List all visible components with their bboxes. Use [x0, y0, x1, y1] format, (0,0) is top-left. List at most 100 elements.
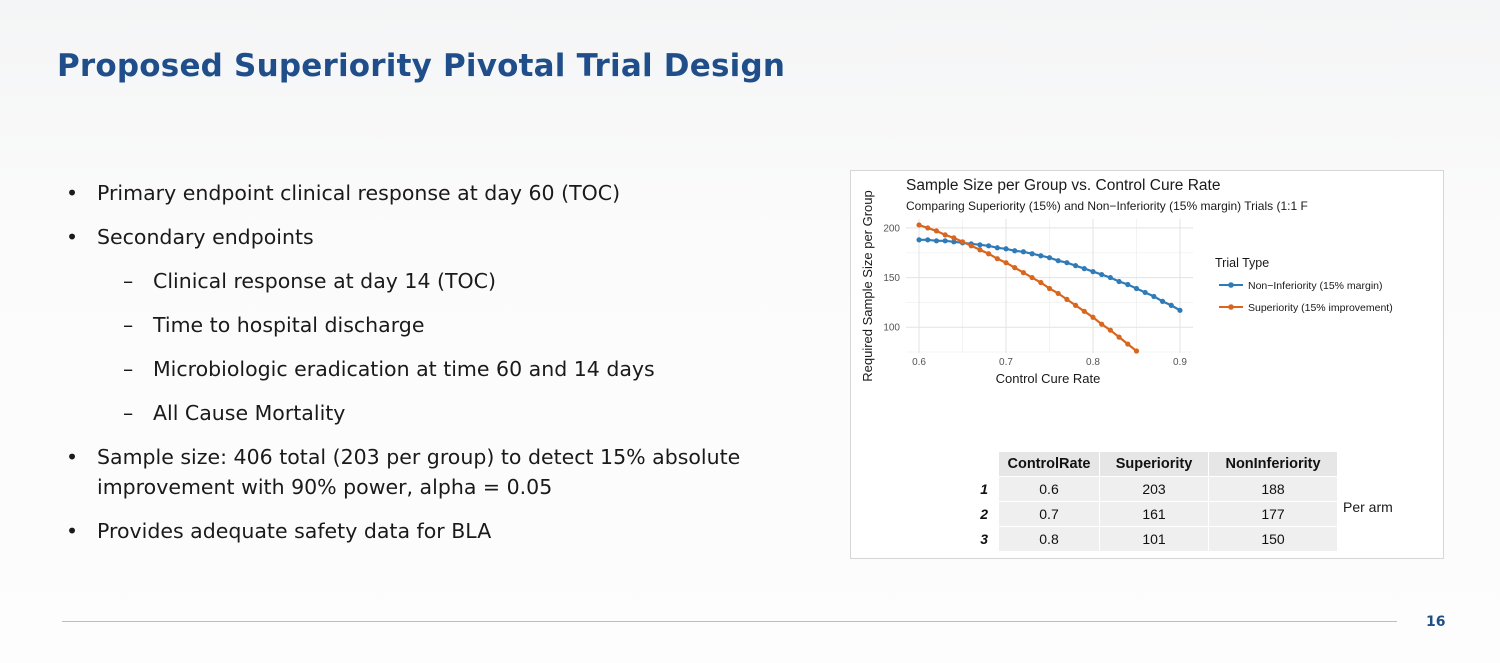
data-point-series-0	[1064, 260, 1070, 266]
data-point-series-1	[1133, 348, 1140, 354]
sub-bullet-microbiologic-eradication: Microbiologic eradication at time 60 and…	[62, 354, 822, 384]
data-point-series-0	[1142, 289, 1148, 296]
data-point-series-0	[1072, 263, 1079, 269]
table-row: 1 0.6 203 188	[968, 477, 1337, 501]
data-point-series-0	[925, 237, 931, 243]
chart-title: Sample Size per Group vs. Control Cure R…	[906, 177, 1220, 194]
chart-subtitle: Comparing Superiority (15%) and Non−Infe…	[906, 199, 1308, 213]
data-point-series-1	[951, 235, 957, 241]
data-point-series-1	[916, 222, 922, 228]
data-point-series-0	[1020, 249, 1027, 255]
data-point-series-0	[1159, 298, 1166, 304]
data-point-series-1	[959, 239, 966, 245]
sample-size-table: ControlRate Superiority NonInferiority 1…	[967, 451, 1338, 552]
legend-title: Trial Type	[1215, 256, 1269, 270]
x-tick-label: 0.8	[1086, 357, 1100, 368]
footer-divider	[62, 621, 1397, 622]
data-point-series-0	[951, 239, 957, 245]
data-point-series-0	[994, 245, 1000, 251]
page-number: 16	[1426, 614, 1446, 630]
data-point-series-1	[1055, 290, 1061, 297]
cell-controlrate: 0.7	[999, 502, 1099, 526]
data-point-series-1	[1064, 296, 1070, 302]
column-header-noninferiority: NonInferiority	[1209, 452, 1337, 476]
table-index-header	[968, 452, 998, 476]
y-axis-label: Required Sample Size per Group	[860, 190, 875, 382]
x-axis-label: Control Cure Rate	[996, 371, 1101, 386]
cell-noninferiority: 177	[1209, 502, 1337, 526]
data-point-series-0	[1133, 285, 1140, 292]
cell-noninferiority: 150	[1209, 527, 1337, 551]
cell-superiority: 101	[1100, 527, 1208, 551]
data-point-series-1	[1090, 314, 1096, 320]
data-point-series-0	[1003, 246, 1009, 252]
cell-noninferiority: 188	[1209, 477, 1337, 501]
y-tick-label: 100	[883, 323, 900, 334]
data-point-series-1	[968, 243, 974, 249]
column-header-controlrate: ControlRate	[999, 452, 1099, 476]
sub-bullet-hospital-discharge: Time to hospital discharge	[62, 310, 822, 340]
data-point-series-1	[1020, 270, 1027, 276]
data-point-series-0	[1116, 278, 1122, 285]
data-point-series-1	[1012, 265, 1018, 271]
sub-bullet-all-cause-mortality: All Cause Mortality	[62, 398, 822, 428]
row-index: 1	[968, 477, 998, 501]
bullet-safety-data: Provides adequate safety data for BLA	[62, 516, 822, 546]
cell-controlrate: 0.8	[999, 527, 1099, 551]
data-point-series-1	[1116, 334, 1122, 340]
data-point-series-0	[977, 242, 983, 248]
data-point-series-0	[933, 238, 940, 244]
data-point-series-0	[986, 243, 992, 249]
column-header-superiority: Superiority	[1100, 452, 1208, 476]
chart-panel: Sample Size per Group vs. Control Cure R…	[850, 170, 1444, 559]
data-point-series-0	[1029, 251, 1035, 257]
legend-label-noninferiority: Non−Inferiority (15% margin)	[1248, 280, 1383, 292]
slide-title: Proposed Superiority Pivotal Trial Desig…	[57, 48, 786, 84]
data-point-series-1	[1038, 279, 1044, 286]
data-point-series-1	[933, 228, 940, 234]
bullet-list: Primary endpoint clinical response at da…	[62, 178, 822, 546]
data-point-series-0	[1090, 269, 1096, 275]
sub-bullet-clinical-response-day14: Clinical response at day 14 (TOC)	[62, 266, 822, 296]
data-point-series-1	[994, 256, 1000, 262]
data-point-series-1	[986, 251, 992, 257]
legend-marker-noninferiority	[1228, 282, 1234, 288]
data-point-series-1	[1003, 260, 1009, 266]
data-point-series-0	[942, 238, 948, 244]
data-point-series-0	[1038, 253, 1044, 259]
data-point-series-0	[1107, 274, 1113, 281]
data-point-series-1	[1107, 327, 1113, 333]
cell-superiority: 203	[1100, 477, 1208, 501]
data-point-series-0	[1125, 281, 1131, 288]
table-row: 2 0.7 161 177	[968, 502, 1337, 526]
data-point-series-0	[916, 237, 922, 243]
y-tick-label: 150	[883, 273, 900, 284]
row-index: 2	[968, 502, 998, 526]
x-tick-label: 0.6	[912, 357, 926, 368]
per-arm-annotation: Per arm	[1343, 499, 1393, 515]
data-point-series-0	[1081, 266, 1087, 272]
bullet-primary-endpoint: Primary endpoint clinical response at da…	[62, 178, 822, 208]
data-point-series-1	[1125, 341, 1131, 347]
data-point-series-0	[1046, 255, 1053, 261]
row-index: 3	[968, 527, 998, 551]
data-point-series-1	[1072, 302, 1079, 308]
table-row: 3 0.8 101 150	[968, 527, 1337, 551]
data-point-series-1	[1081, 308, 1087, 314]
bullet-sample-size: Sample size: 406 total (203 per group) t…	[62, 442, 822, 502]
data-point-series-1	[1099, 321, 1105, 327]
bullet-secondary-endpoints: Secondary endpoints	[62, 222, 822, 252]
data-point-series-1	[925, 225, 931, 231]
cell-superiority: 161	[1100, 502, 1208, 526]
sample-size-chart: Sample Size per Group vs. Control Cure R…	[860, 177, 1393, 386]
x-tick-label: 0.9	[1173, 357, 1187, 368]
data-point-series-1	[942, 232, 948, 238]
data-point-series-1	[977, 247, 983, 253]
data-point-series-1	[1046, 285, 1053, 292]
legend-label-superiority: Superiority (15% improvement)	[1248, 302, 1393, 314]
data-point-series-0	[1177, 307, 1183, 313]
data-point-series-0	[1099, 271, 1105, 278]
data-point-series-1	[1029, 274, 1035, 281]
cell-controlrate: 0.6	[999, 477, 1099, 501]
data-point-series-0	[1055, 258, 1061, 264]
